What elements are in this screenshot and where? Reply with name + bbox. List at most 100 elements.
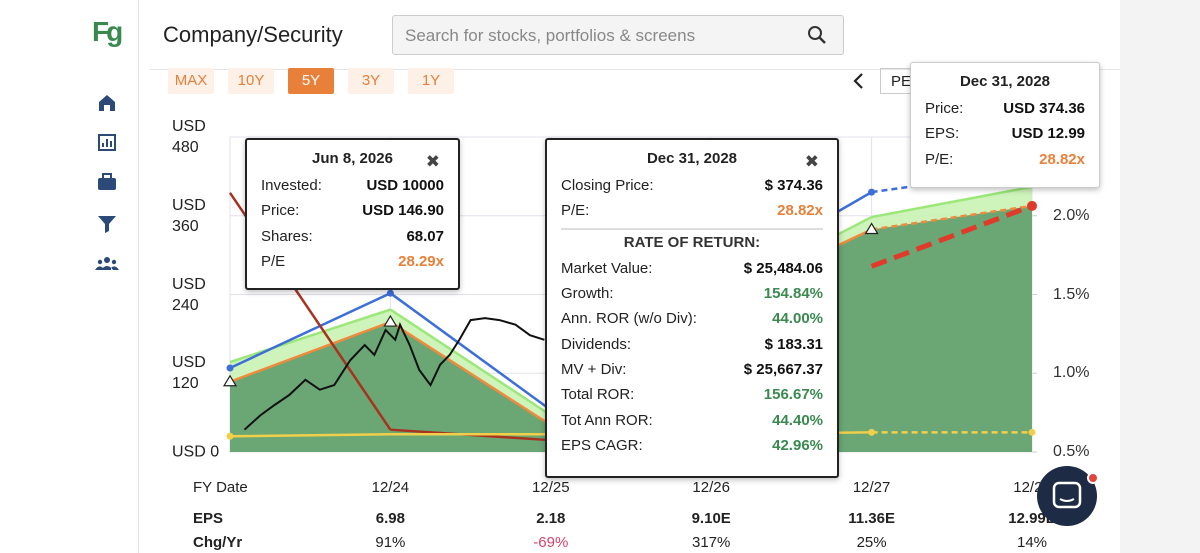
y-tick-label: USD 360	[172, 196, 206, 235]
row-label: EPS CAGR:	[561, 436, 643, 454]
row-value: USD 12.99	[1011, 125, 1085, 143]
tooltip: Dec 31, 2028 ✖ Closing Price: $ 374.36 P/E: 2…	[545, 138, 839, 478]
search-box[interactable]: Search for stocks, portfolios & screens	[392, 15, 844, 55]
y-tick-label: USD 0	[172, 443, 220, 461]
tooltip-row: Shares: 68.07	[261, 224, 444, 249]
table-cell: 14%	[1016, 534, 1048, 551]
row-label: Closing Price:	[561, 177, 654, 195]
marker	[383, 314, 398, 327]
portfolio-icon[interactable]	[98, 178, 116, 190]
tooltip-row: P/E: 28.82x	[561, 198, 823, 223]
row-value: USD 374.36	[1003, 100, 1085, 118]
row-label: Dividends:	[561, 335, 632, 353]
period-button[interactable]: 3Y	[348, 68, 394, 94]
period-button[interactable]: 10Y	[228, 68, 274, 94]
row-label: P/E	[261, 253, 286, 271]
row-value: 154.84%	[763, 285, 823, 303]
row-value: 68.07	[406, 227, 444, 245]
chart-icon[interactable]	[98, 134, 116, 151]
x-tick-label: 12/26	[692, 479, 730, 496]
tooltip-row: Closing Price: $ 374.36	[561, 173, 823, 198]
home-icon[interactable]	[99, 95, 115, 111]
table-cell: 11.36E	[848, 510, 895, 527]
search-icon[interactable]	[807, 25, 827, 45]
search-placeholder: Search for stocks, portfolios & screens	[405, 26, 696, 45]
y-tick-label: USD 480	[172, 118, 206, 156]
tooltip: Dec 31, 2028 Price: USD 374.36 EPS: USD 12.9…	[910, 62, 1100, 188]
users-icon[interactable]	[95, 257, 119, 270]
row-label: Ann. ROR (w/o Div):	[561, 310, 697, 328]
row-value: 28.29x	[398, 253, 444, 271]
sidebar: Fg	[0, 0, 139, 553]
tooltip-row: Invested: USD 10000	[261, 173, 444, 198]
prev-arrow[interactable]	[852, 72, 866, 90]
row-value: 42.96%	[772, 436, 823, 454]
row-value: 156.67%	[763, 386, 823, 404]
right-strip	[1120, 0, 1200, 553]
filter-icon[interactable]	[98, 216, 116, 233]
line-segment	[871, 204, 1033, 231]
row-label: EPS:	[925, 125, 960, 143]
tooltip-row: Tot Ann ROR: 44.40%	[561, 407, 823, 432]
row-value: 28.82x	[777, 202, 823, 220]
line-segment	[870, 203, 1033, 269]
y2-tick-label: 1.5%	[1053, 285, 1090, 303]
tooltip-title: Dec 31, 2028	[646, 150, 738, 167]
table-label: FY Date	[193, 479, 248, 496]
row-label: Price:	[925, 100, 964, 118]
marker	[868, 188, 876, 196]
row-value: 28.82x	[1039, 150, 1085, 168]
row-label: Shares:	[261, 227, 313, 245]
tooltip-row: Ann. ROR (w/o Div): 44.00%	[561, 306, 823, 331]
row-label: P/E:	[925, 150, 954, 168]
period-button[interactable]: 1Y	[408, 68, 454, 94]
line-segment	[229, 433, 391, 438]
line-segment	[389, 321, 552, 427]
tooltip-title: Jun 8, 2026	[312, 150, 393, 167]
tooltip-row: Growth: 154.84%	[561, 281, 823, 306]
divider	[150, 69, 1120, 70]
marker	[1027, 200, 1037, 211]
table-cell: 9.10E	[691, 510, 731, 527]
table-cell: 317%	[692, 534, 731, 551]
marker	[1028, 428, 1036, 436]
period-button[interactable]: 5Y	[288, 68, 334, 94]
row-label: Growth:	[561, 285, 614, 303]
marker	[386, 289, 394, 297]
marker	[222, 374, 238, 387]
row-value: USD 10000	[366, 177, 444, 195]
close-button[interactable]: ✖	[804, 152, 819, 171]
row-label: Price:	[261, 202, 300, 220]
line-segment	[871, 185, 1033, 219]
row-label: P/E:	[561, 202, 590, 220]
table-cell: 6.98	[375, 510, 405, 527]
period-button[interactable]: MAX	[168, 68, 214, 94]
row-value: USD 146.90	[362, 202, 444, 220]
chat-button[interactable]	[1034, 463, 1104, 531]
tooltip: Jun 8, 2026 ✖ Invested: USD 10000 Price: USD …	[245, 138, 460, 290]
row-label: Tot Ann ROR:	[561, 411, 653, 429]
logo[interactable]: Fg	[92, 16, 123, 47]
tooltip-row: Price: USD 374.36	[925, 96, 1085, 121]
close-button[interactable]: ✖	[425, 152, 440, 171]
row-label: Invested:	[261, 177, 322, 195]
row-label: EPS	[193, 510, 224, 527]
y-tick-label: USD 120	[172, 354, 206, 393]
tooltip-row: Price: USD 146.90	[261, 198, 444, 223]
line-segment	[229, 292, 391, 370]
table-cell: 25%	[856, 534, 887, 551]
line-segment	[229, 308, 391, 364]
row-label: Chg/Yr	[193, 534, 243, 551]
tooltip-row: EPS: USD 12.99	[925, 121, 1085, 146]
row-value: 44.40%	[772, 411, 823, 429]
table-cell: 2.18	[536, 510, 566, 527]
y-tick-label: USD 240	[172, 275, 206, 314]
row-value: $ 25,484.06	[743, 259, 823, 277]
row-label: Market Value:	[561, 259, 653, 277]
table-cell: -69%	[533, 534, 569, 551]
tooltip-row: MV + Div: $ 25,667.37	[561, 357, 823, 382]
x-tick-label: 12/24	[371, 479, 410, 496]
tooltip-row: Market Value: $ 25,484.06	[561, 256, 823, 281]
row-value: $ 374.36	[764, 177, 823, 195]
y2-tick-label: 1.0%	[1053, 364, 1090, 382]
